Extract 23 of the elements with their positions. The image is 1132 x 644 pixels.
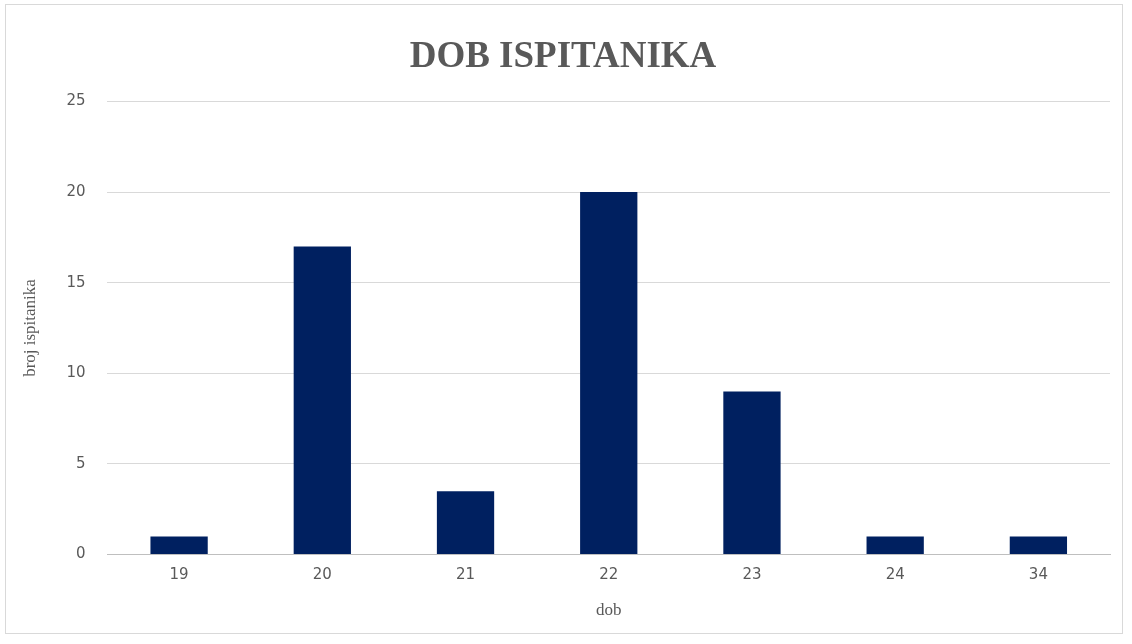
x-tick-label: 34 [1028,565,1048,584]
x-tick-label: 22 [599,565,619,584]
x-axis-title: dob [595,600,622,620]
bar [293,246,351,555]
bar [1009,536,1068,555]
y-tick-label: 20 [66,181,86,200]
y-tick-label: 25 [66,91,86,110]
bar [723,391,781,555]
x-tick-label: 24 [885,565,905,584]
y-axis-title: broj ispitanika [19,278,39,377]
bar [150,536,208,555]
bar [866,536,924,555]
bar [580,192,638,555]
y-tick-label: 15 [66,272,86,291]
x-tick-label: 23 [742,565,762,584]
y-tick-label: 10 [66,363,86,382]
x-tick-label: 21 [455,565,476,584]
x-tick-label: 19 [169,565,189,584]
y-tick-label: 0 [75,544,86,563]
x-tick-label: 20 [312,565,332,584]
y-tick-label: 5 [75,453,86,472]
chart-title: DOB ISPITANIKA [409,33,717,75]
bar [436,491,495,555]
